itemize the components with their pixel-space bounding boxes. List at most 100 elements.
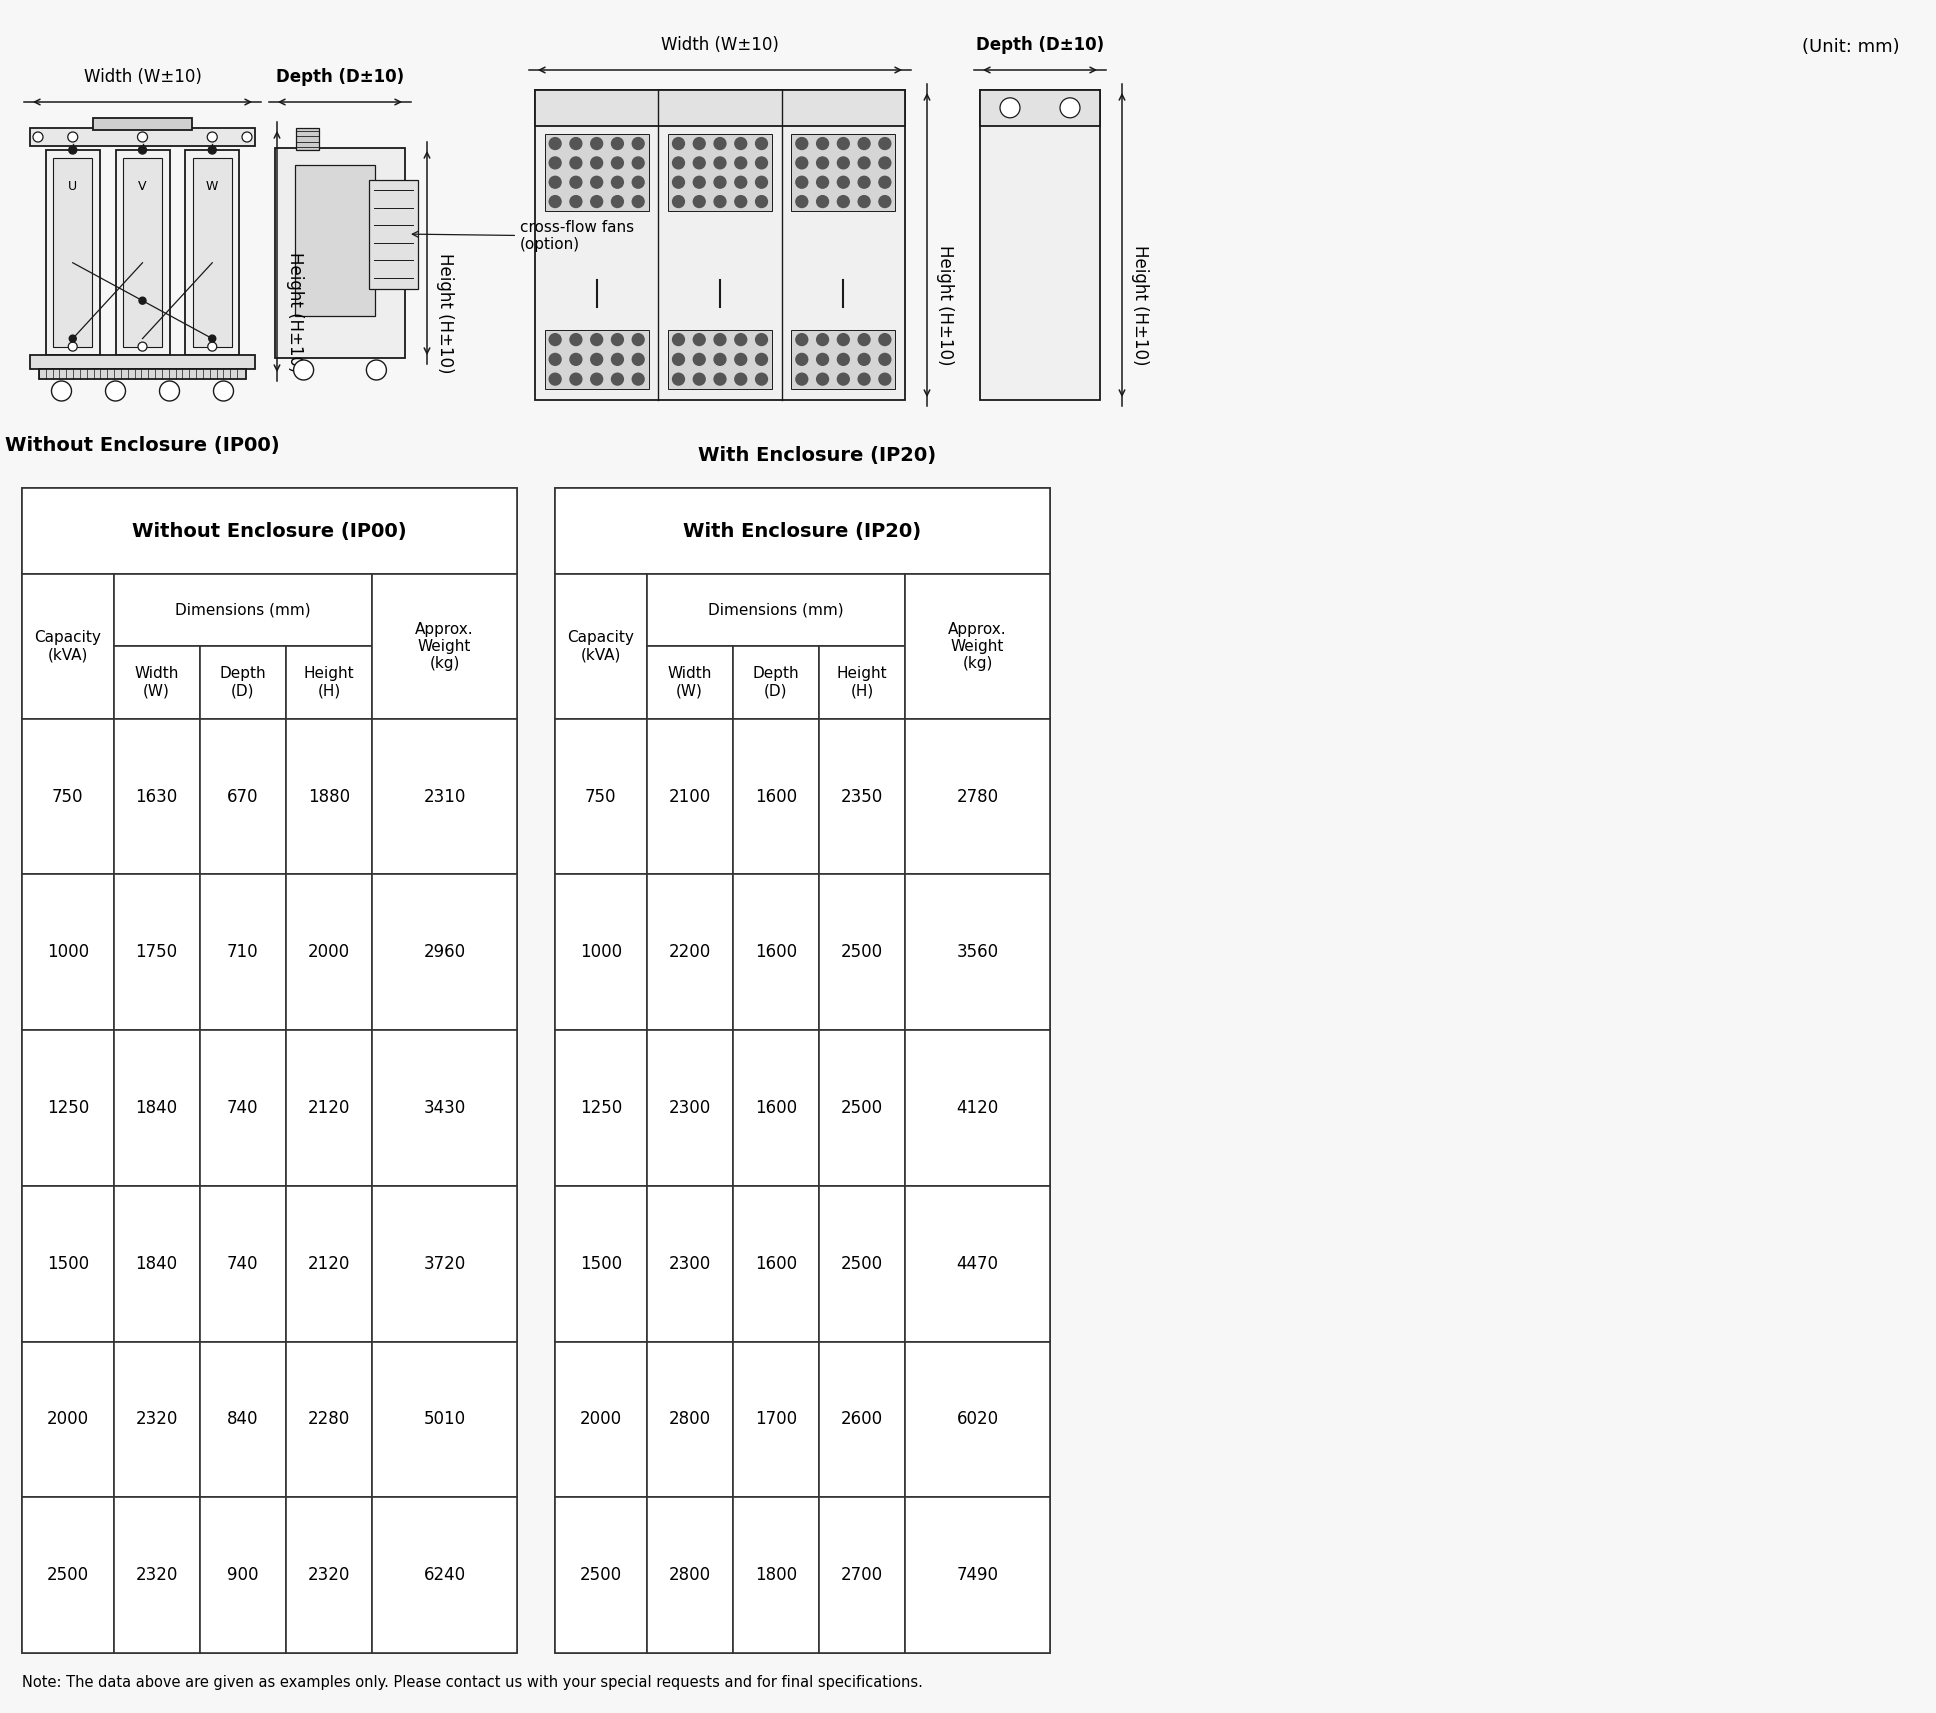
Circle shape [755,176,767,188]
Circle shape [714,353,726,365]
Bar [819,1185,904,1341]
Bar [819,874,904,1030]
Bar [199,874,287,1030]
Bar [21,1030,114,1185]
Text: Height (H±10): Height (H±10) [935,245,954,365]
Text: Height (H±10): Height (H±10) [436,254,455,373]
Circle shape [633,373,645,385]
Bar [819,646,904,719]
Circle shape [672,195,685,207]
Circle shape [209,146,217,154]
Text: 2500: 2500 [840,944,883,961]
Circle shape [693,137,705,149]
Text: V: V [137,180,147,194]
Text: 1600: 1600 [755,944,798,961]
Circle shape [590,353,602,365]
Text: 4120: 4120 [956,1100,999,1117]
Text: 1840: 1840 [136,1100,178,1117]
Circle shape [796,195,807,207]
Bar [39,368,246,379]
Text: 740: 740 [227,1254,259,1273]
Circle shape [838,334,850,346]
Text: 1630: 1630 [136,788,178,805]
Text: 3430: 3430 [424,1100,465,1117]
Text: 2500: 2500 [46,1566,89,1585]
Bar [732,1185,819,1341]
Circle shape [796,158,807,170]
Bar [199,1497,287,1653]
Bar [114,574,372,646]
Circle shape [612,373,623,385]
Bar [732,1497,819,1653]
Bar [556,1030,647,1185]
Circle shape [139,146,147,154]
Bar [647,1341,732,1497]
Text: 2000: 2000 [46,1410,89,1429]
Circle shape [139,296,145,305]
Bar [792,329,894,389]
Bar [368,180,418,289]
Bar [980,91,1100,125]
Circle shape [879,176,891,188]
Text: Depth
(D): Depth (D) [219,666,265,699]
Text: 6240: 6240 [424,1566,465,1585]
Text: 1800: 1800 [755,1566,798,1585]
Bar [556,1497,647,1653]
Circle shape [672,373,685,385]
Text: 2300: 2300 [668,1254,711,1273]
Text: Depth (D±10): Depth (D±10) [277,69,405,86]
Bar [21,1497,114,1653]
Circle shape [838,158,850,170]
Bar [647,574,904,646]
Circle shape [52,380,72,401]
Text: W: W [205,180,219,194]
Text: 2280: 2280 [308,1410,350,1429]
Bar [21,574,114,719]
Bar [904,574,1049,719]
Circle shape [590,334,602,346]
Circle shape [633,353,645,365]
Bar [647,1497,732,1653]
Circle shape [590,137,602,149]
Bar [904,1341,1049,1497]
Circle shape [858,158,869,170]
Circle shape [755,137,767,149]
Bar [275,147,405,358]
Circle shape [714,373,726,385]
Circle shape [569,353,583,365]
Text: 2120: 2120 [308,1254,350,1273]
Text: Width (W±10): Width (W±10) [660,36,778,55]
Bar [819,1497,904,1653]
Text: 3560: 3560 [956,944,999,961]
Circle shape [879,137,891,149]
Circle shape [879,373,891,385]
Circle shape [633,334,645,346]
Bar [556,1185,647,1341]
Circle shape [693,176,705,188]
Circle shape [672,158,685,170]
Circle shape [612,195,623,207]
Text: 2350: 2350 [840,788,883,805]
Bar [21,1185,114,1341]
Circle shape [550,373,561,385]
Circle shape [796,334,807,346]
Circle shape [736,195,747,207]
Circle shape [633,195,645,207]
Circle shape [755,195,767,207]
Text: 1000: 1000 [46,944,89,961]
Circle shape [70,146,77,154]
Circle shape [858,353,869,365]
Bar [904,874,1049,1030]
Circle shape [796,373,807,385]
Text: 1000: 1000 [579,944,621,961]
Bar [647,646,732,719]
Circle shape [207,343,217,351]
Circle shape [858,176,869,188]
Text: 1600: 1600 [755,1100,798,1117]
Text: 2300: 2300 [668,1100,711,1117]
Bar [372,1185,517,1341]
Text: Dimensions (mm): Dimensions (mm) [174,603,310,618]
Circle shape [590,195,602,207]
Text: 7490: 7490 [956,1566,999,1585]
Circle shape [294,360,314,380]
